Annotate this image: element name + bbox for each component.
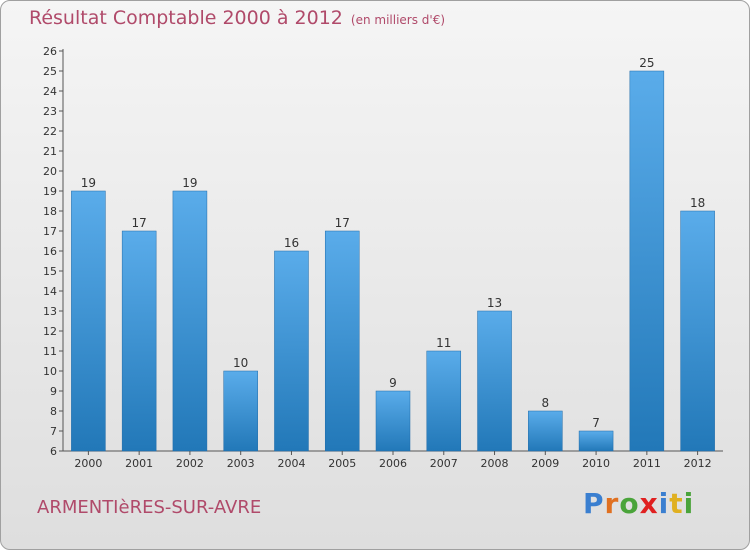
y-tick-label: 19 xyxy=(43,185,57,198)
y-tick-label: 11 xyxy=(43,345,57,358)
x-tick-label: 2000 xyxy=(74,457,102,470)
bar-value-label: 25 xyxy=(639,56,654,70)
bar xyxy=(426,350,462,452)
chart-subtitle: (en milliers d'€) xyxy=(350,13,446,27)
y-tick-label: 14 xyxy=(43,285,57,298)
bar xyxy=(71,190,106,452)
logo-letter: r xyxy=(604,487,620,520)
bar xyxy=(375,390,411,452)
bar-value-label: 19 xyxy=(81,176,96,190)
bar xyxy=(680,210,715,452)
x-tick-label: 2002 xyxy=(176,457,204,470)
x-tick-label: 2006 xyxy=(379,457,407,470)
y-tick-label: 7 xyxy=(50,425,57,438)
x-tick-label: 2011 xyxy=(633,457,661,470)
bar-value-label: 13 xyxy=(487,296,502,310)
bar-value-label: 9 xyxy=(389,376,397,390)
x-tick-label: 2005 xyxy=(328,457,356,470)
bar-value-label: 17 xyxy=(132,216,147,230)
y-tick-label: 16 xyxy=(43,245,57,258)
bar xyxy=(528,410,563,452)
bar xyxy=(274,250,309,452)
x-tick-label: 2010 xyxy=(582,457,610,470)
bar xyxy=(223,370,258,452)
bar xyxy=(121,230,157,452)
y-tick-label: 6 xyxy=(50,445,57,458)
x-tick-label: 2012 xyxy=(684,457,712,470)
y-tick-label: 23 xyxy=(43,105,57,118)
bar-value-label: 17 xyxy=(335,216,350,230)
x-tick-label: 2009 xyxy=(531,457,559,470)
bar-value-label: 18 xyxy=(690,196,705,210)
y-tick-label: 18 xyxy=(43,205,57,218)
y-tick-label: 9 xyxy=(50,385,57,398)
y-tick-label: 21 xyxy=(43,145,57,158)
y-tick-label: 13 xyxy=(43,305,57,318)
bar-value-label: 11 xyxy=(436,336,451,350)
bar-value-label: 8 xyxy=(541,396,549,410)
logo-letter: o xyxy=(619,487,640,520)
y-tick-label: 12 xyxy=(43,325,57,338)
logo-letter: i xyxy=(658,487,670,520)
bar xyxy=(324,230,360,452)
bar xyxy=(629,70,665,452)
bar-value-label: 7 xyxy=(592,416,600,430)
x-tick-label: 2008 xyxy=(481,457,509,470)
logo-letter: i xyxy=(683,487,695,520)
y-tick-label: 10 xyxy=(43,365,57,378)
logo-letter: P xyxy=(583,487,605,520)
bar xyxy=(578,430,614,452)
y-tick-label: 22 xyxy=(43,125,57,138)
y-tick-label: 17 xyxy=(43,225,57,238)
y-tick-label: 20 xyxy=(43,165,57,178)
chart-title: Résultat Comptable 2000 à 2012 (en millie… xyxy=(29,7,445,29)
x-tick-label: 2004 xyxy=(277,457,305,470)
bar xyxy=(172,190,208,452)
y-tick-label: 8 xyxy=(50,405,57,418)
logo-letter: t xyxy=(669,487,684,520)
bar-value-label: 19 xyxy=(182,176,197,190)
logo-letter: x xyxy=(639,487,659,520)
x-tick-label: 2007 xyxy=(430,457,458,470)
bar-value-label: 10 xyxy=(233,356,248,370)
bar-value-label: 16 xyxy=(284,236,299,250)
proxiti-logo[interactable]: Proxiti xyxy=(583,487,694,520)
commune-name: ARMENTIèRES-SUR-AVRE xyxy=(37,497,262,518)
plot-area: 6 7 8 9 10 11 12 13 14 15 16 17 18 19 20 21 22 23 24 25 26 19… xyxy=(43,45,723,470)
chart-title-text: Résultat Comptable 2000 à 2012 xyxy=(29,7,343,29)
y-tick-label: 25 xyxy=(43,65,57,78)
y-tick-label: 24 xyxy=(43,85,57,98)
x-tick-label: 2001 xyxy=(125,457,153,470)
y-tick-label: 15 xyxy=(43,265,57,278)
y-tick-label: 26 xyxy=(43,45,57,58)
bar xyxy=(477,310,512,452)
x-tick-label: 2003 xyxy=(227,457,255,470)
